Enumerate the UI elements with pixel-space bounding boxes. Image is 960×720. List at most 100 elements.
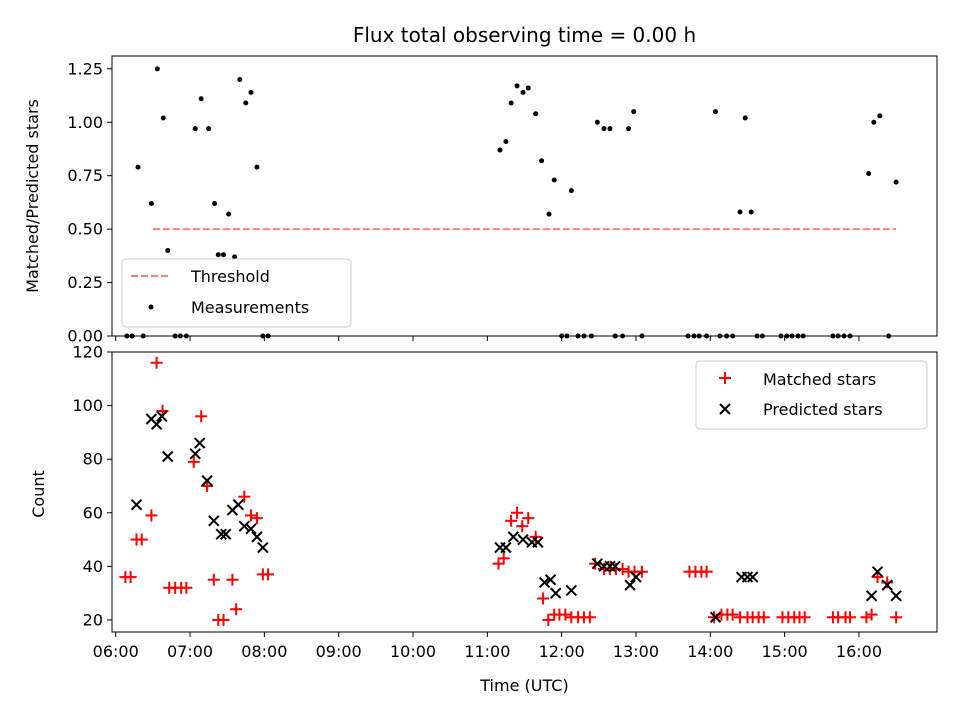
matched-star-point [250,512,263,525]
predicted-star-point [609,560,621,573]
bottom-x-tick-label: 10:00 [390,642,436,661]
measurement-point [503,138,509,144]
top-panel: Flux total observing time = 0.00 h 0.000… [23,23,938,346]
matched-star-point [516,520,529,533]
measurement-point [237,77,243,83]
measurement-point [713,109,719,115]
predicted-star-point [238,520,251,532]
top-y-ticks: 0.00 0.25 0.50 0.75 1.00 1.25 [67,59,112,346]
bottom-y-tick-label: 120 [72,343,103,362]
measurement-point [533,111,539,117]
top-y-tick-label: 0.25 [67,273,103,292]
measurement-point [243,100,249,106]
predicted-star-point [890,590,902,602]
bottom-y-tick-label: 80 [83,450,103,469]
bottom-x-tick-label: 09:00 [316,642,362,661]
measurement-point [215,252,221,258]
top-x-ticks [115,336,860,341]
measurement-point [212,200,218,206]
predicted-star-point [532,536,544,548]
bottom-x-tick-label: 13:00 [613,642,659,661]
matched-star-point [635,565,648,578]
measurement-point [866,171,872,177]
measurement-point [497,147,503,153]
matched-star-point [726,608,739,621]
predicted-star-point [881,579,893,591]
measurement-point [226,211,232,217]
bottom-y-ticks: 20 40 60 80 100 120 [72,343,112,629]
predicted-star-point [130,499,143,511]
bottom-y-tick-label: 40 [83,557,103,576]
bottom-x-tick-label: 06:00 [93,642,139,661]
matched-star-point [798,611,811,624]
top-y-tick-label: 0.75 [67,166,103,185]
bottom-y-tick-label: 20 [83,610,103,629]
measurement-point [607,126,613,132]
matched-star-point [559,608,572,621]
measurement-point [626,126,632,132]
matched-star-point [700,565,713,578]
predicted-star-point [871,566,884,578]
matched-star-point [262,568,275,581]
measurement-point [737,209,743,215]
bottom-y-tick-label: 100 [72,396,103,415]
predicted-legend-label: Predicted stars [763,400,883,419]
measurement-point [520,89,526,95]
matched-star-point [238,490,251,503]
measurement-point [551,177,557,183]
measurement-point [154,66,160,72]
bottom-x-tick-label: 16:00 [836,642,882,661]
matched-star-point [244,509,257,522]
predicted-star-point [591,557,604,570]
matched-star-point [583,611,596,624]
measurement-point [165,248,171,254]
top-legend-box [121,258,352,328]
predicted-star-point [500,541,512,554]
matched-star-point [537,592,550,605]
predicted-star-point [565,584,578,597]
bottom-legend-box [695,360,928,430]
measurement-point [254,164,260,170]
bottom-x-tick-label: 15:00 [762,642,808,661]
top-plot-frame [111,55,938,337]
measurement-point [232,254,238,260]
matched-star-point [207,573,220,586]
bottom-x-tick-label: 08:00 [241,642,287,661]
top-y-axis-label: Matched/Predicted stars [23,99,42,293]
measurement-point [160,115,166,121]
measurement-point [248,89,254,95]
measurement-point [742,115,748,121]
measurement-point [508,100,514,106]
top-chart-title: Flux total observing time = 0.00 h [353,23,696,47]
measurement-point [877,113,883,119]
measurement-point [148,200,154,206]
matched-star-point [860,611,873,624]
matched-star-point [865,608,878,621]
bottom-x-tick-label: 07:00 [167,642,213,661]
measurements-legend-swatch [148,304,154,310]
predicted-star-point [741,571,754,583]
measurement-point [871,119,877,125]
top-y-tick-label: 1.25 [67,59,103,78]
bottom-x-tick-label: 11:00 [464,642,510,661]
matched-star-point [708,611,721,624]
measurement-point [748,209,754,215]
matched-star-point [217,613,230,626]
predicted-star-point [865,590,878,602]
measurement-point [514,83,520,89]
measurement-point [525,85,531,91]
measurement-point [546,211,552,217]
matched-star-point [522,512,535,525]
measurements-legend-label: Measurements [191,298,309,317]
measurement-point [206,126,212,132]
predicted-star-point [746,571,759,583]
predicted-star-point [245,523,257,535]
matched-star-point [150,356,163,369]
predicted-star-point [507,531,520,543]
matched-star-point [497,552,510,565]
matched-stars-series [119,356,903,626]
predicted-star-point [517,533,529,546]
bottom-plot-frame [111,351,938,633]
measurement-point [220,252,226,258]
